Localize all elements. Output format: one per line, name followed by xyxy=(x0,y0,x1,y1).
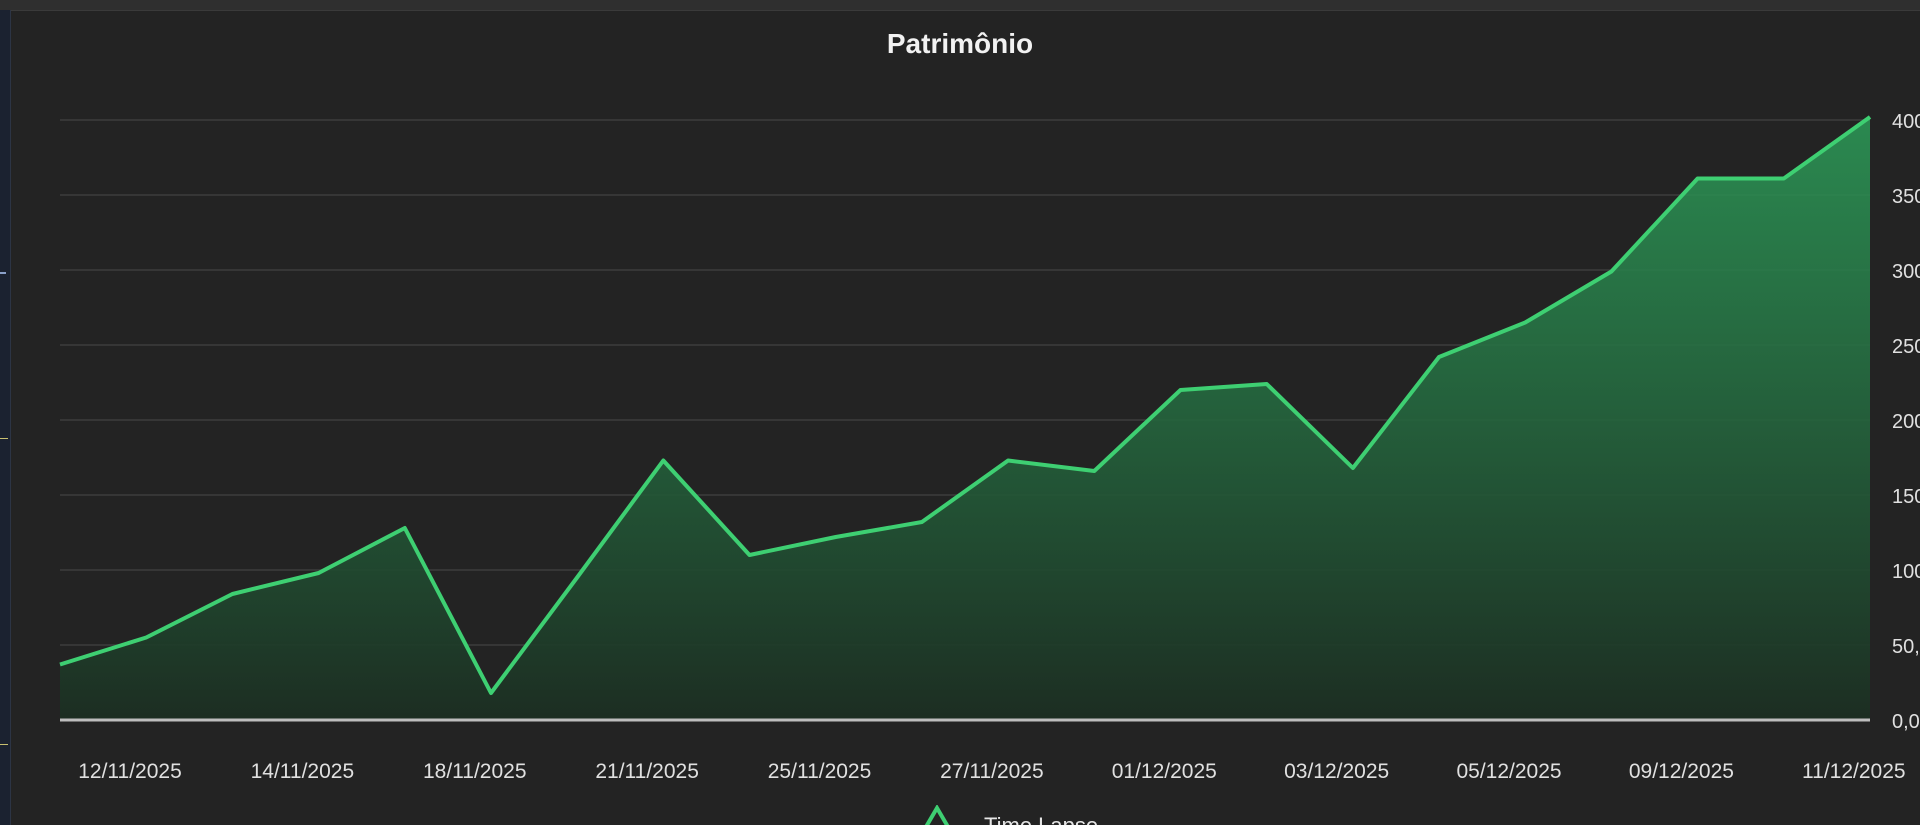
legend-series-label: Time Lapse xyxy=(984,813,1098,825)
panel-edge-marker xyxy=(0,744,8,745)
y-tick-label: 50,0 xyxy=(1892,636,1920,658)
x-tick-label: 12/11/2025 xyxy=(78,760,182,783)
y-tick-label: 400,0 xyxy=(1892,111,1920,133)
triangle-legend-icon xyxy=(924,805,950,825)
chart-legend[interactable]: Time Lapse xyxy=(920,805,1098,825)
left-side-panel-edge xyxy=(0,10,11,825)
panel-edge-marker xyxy=(0,272,6,274)
x-axis-ticks: 12/11/2025 14/11/2025 18/11/2025 21/11/2025… xyxy=(78,760,1905,783)
x-tick-label: 25/11/2025 xyxy=(768,760,872,783)
y-axis-ticks: 0,0 50,0 100,0 150,0 200,0 250,0 300,0 350,0 400… xyxy=(1892,111,1920,733)
area-fill xyxy=(60,117,1870,720)
x-tick-label: 01/12/2025 xyxy=(1112,760,1217,783)
y-tick-label: 200,0 xyxy=(1892,411,1920,433)
y-tick-label: 150,0 xyxy=(1892,486,1920,508)
x-tick-label: 18/11/2025 xyxy=(423,760,527,783)
x-tick-label: 14/11/2025 xyxy=(251,760,355,783)
y-tick-label: 0,0 xyxy=(1892,711,1920,733)
window-top-bar xyxy=(0,0,1920,11)
chart-title: Patrimônio xyxy=(886,28,1034,59)
x-tick-label: 03/12/2025 xyxy=(1284,760,1389,783)
x-tick-label: 11/12/2025 xyxy=(1802,760,1906,783)
y-tick-label: 350,0 xyxy=(1892,186,1920,208)
panel-edge-marker xyxy=(0,438,8,439)
series-polyline xyxy=(59,115,1872,695)
x-tick-label: 21/11/2025 xyxy=(595,760,699,783)
y-tick-label: 300,0 xyxy=(1892,261,1920,283)
x-tick-label: 05/12/2025 xyxy=(1456,760,1561,783)
series-line xyxy=(59,115,1872,695)
x-tick-label: 09/12/2025 xyxy=(1629,760,1734,783)
series-area xyxy=(60,117,1870,720)
y-tick-label: 250,0 xyxy=(1892,336,1920,358)
y-tick-label: 100,0 xyxy=(1892,561,1920,583)
x-tick-label: 27/11/2025 xyxy=(940,760,1044,783)
